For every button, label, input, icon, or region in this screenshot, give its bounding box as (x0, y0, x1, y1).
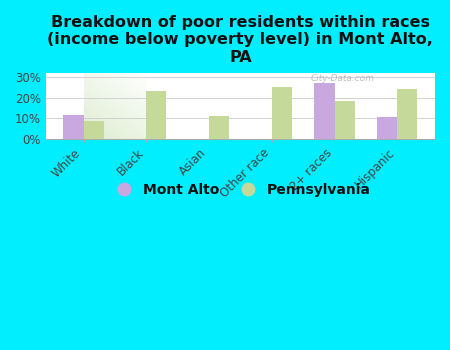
Bar (272, 87, 292, 139)
Title: Breakdown of poor residents within races
(income below poverty level) in Mont Al: Breakdown of poor residents within races… (48, 15, 433, 65)
Text: City-Data.com: City-Data.com (310, 74, 374, 83)
Bar (209, 116, 229, 139)
Legend: Mont Alto, Pennsylvania: Mont Alto, Pennsylvania (104, 177, 376, 202)
Bar (335, 100, 355, 139)
Bar (315, 83, 335, 139)
Bar (397, 89, 418, 139)
Bar (377, 117, 397, 139)
Bar (146, 91, 166, 139)
Bar (63, 115, 84, 139)
Bar (84, 121, 104, 139)
